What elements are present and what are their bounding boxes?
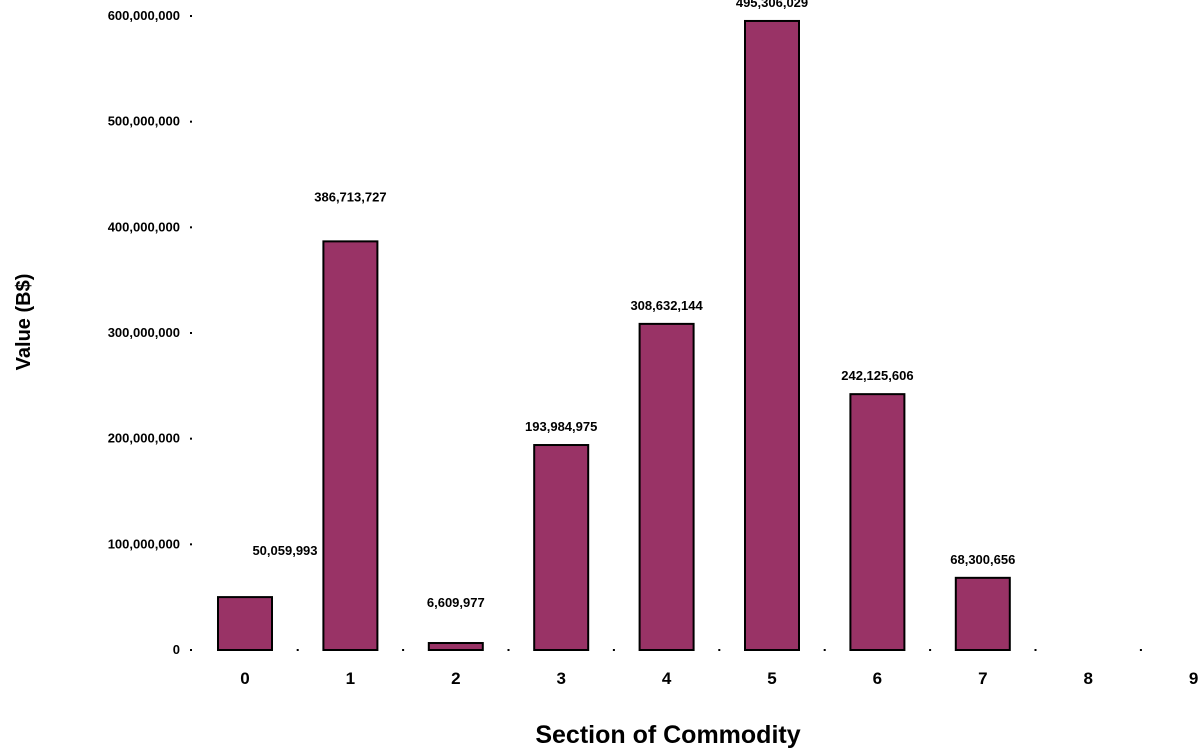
y-tick-mark bbox=[190, 649, 192, 651]
y-tick-label: 300,000,000 bbox=[108, 325, 180, 340]
y-axis: 0 100,000,000 200,000,000 300,000,000 400,00… bbox=[108, 8, 192, 657]
data-label-2: 6,609,977 bbox=[427, 595, 485, 610]
bar-0 bbox=[217, 596, 273, 651]
x-tick-label: 2 bbox=[451, 669, 460, 688]
data-label-6: 242,125,606 bbox=[841, 368, 913, 383]
y-tick-mark bbox=[190, 15, 192, 17]
bar-7 bbox=[954, 576, 1011, 652]
x-tick-mark bbox=[823, 649, 826, 651]
y-tick-mark bbox=[190, 437, 192, 440]
x-tick-mark bbox=[402, 649, 405, 651]
data-label-0: 50,059,993 bbox=[252, 543, 317, 558]
bar-4 bbox=[638, 322, 695, 651]
y-tick-label: 0 bbox=[173, 642, 180, 657]
y-tick-label: 600,000,000 bbox=[108, 8, 180, 23]
x-axis: 0 1 2 3 4 5 6 7 8 9 bbox=[240, 649, 1198, 688]
data-label-3: 193,984,975 bbox=[525, 419, 597, 434]
bar-1 bbox=[322, 240, 379, 651]
data-labels: 50,059,993 386,713,727 6,609,977 193,984,97… bbox=[252, 0, 1015, 610]
data-label-1: 386,713,727 bbox=[314, 189, 386, 204]
y-tick-label: 500,000,000 bbox=[108, 114, 180, 129]
bar-5 bbox=[744, 19, 800, 652]
x-tick-label: 4 bbox=[662, 669, 672, 688]
data-label-7: 68,300,656 bbox=[950, 552, 1015, 567]
x-tick-mark bbox=[1034, 649, 1037, 651]
x-tick-mark bbox=[929, 649, 932, 651]
x-tick-mark bbox=[612, 649, 615, 651]
bar-2 bbox=[427, 642, 484, 651]
bar-6 bbox=[849, 393, 906, 651]
x-axis-title: Section of Commodity bbox=[535, 721, 800, 749]
x-tick-mark bbox=[1139, 649, 1142, 651]
bar-3 bbox=[533, 444, 590, 652]
x-tick-label: 8 bbox=[1083, 669, 1092, 688]
x-tick-label: 0 bbox=[240, 669, 249, 688]
data-label-4: 308,632,144 bbox=[630, 298, 703, 313]
y-tick-label: 100,000,000 bbox=[108, 536, 180, 551]
x-tick-label: 6 bbox=[873, 669, 882, 688]
x-tick-label: 1 bbox=[346, 669, 355, 688]
y-tick-mark bbox=[190, 226, 192, 229]
bars bbox=[217, 19, 1011, 652]
x-tick-label: 9 bbox=[1189, 669, 1198, 688]
x-tick-label: 7 bbox=[978, 669, 987, 688]
y-tick-mark bbox=[190, 332, 192, 334]
data-label-5: 495,306,029 bbox=[736, 0, 808, 10]
x-tick-mark bbox=[507, 649, 510, 651]
x-tick-label: 3 bbox=[556, 669, 565, 688]
x-tick-mark bbox=[718, 649, 721, 651]
y-tick-label: 400,000,000 bbox=[108, 219, 180, 234]
x-tick-mark bbox=[296, 649, 299, 651]
y-tick-mark bbox=[190, 543, 192, 546]
y-axis-title: Value (B$) bbox=[13, 274, 35, 371]
x-tick-label: 5 bbox=[767, 669, 776, 688]
y-tick-label: 200,000,000 bbox=[108, 431, 180, 446]
y-tick-mark bbox=[190, 120, 192, 123]
